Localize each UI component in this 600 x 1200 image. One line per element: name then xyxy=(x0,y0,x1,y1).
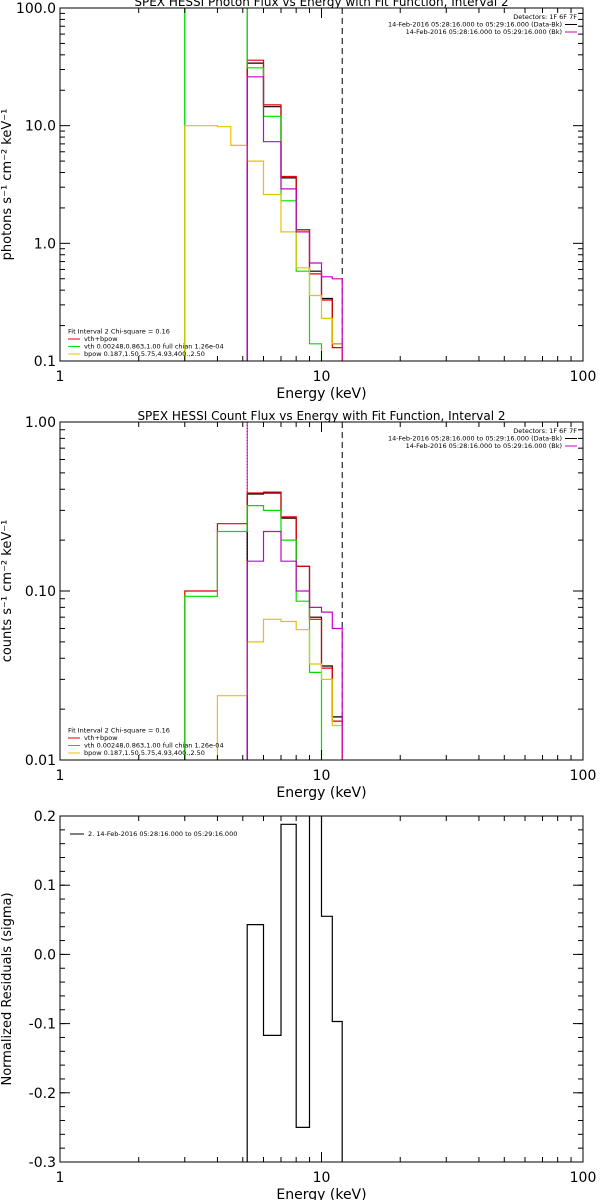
panel-photon: 1 10 100 0.1 1.0 10.0 100.0 SPEX HESSI Photon F… xyxy=(0,0,596,402)
y-tick-label: -0.1 xyxy=(29,1017,56,1033)
series-total xyxy=(184,491,343,760)
y-tick-label: -0.2 xyxy=(29,1086,56,1102)
x-tick-label: 10 xyxy=(313,369,331,385)
series-bpow xyxy=(216,618,343,760)
x-tick-label: 10 xyxy=(313,768,331,784)
legend-entry-text: 14-Feb-2016 05:28:16.000 to 05:29:16.000… xyxy=(406,28,562,36)
legend-bottom-left: Fit Interval 2 Chi-square = 0.16vth+bpow… xyxy=(68,328,224,358)
legend-entry-text: vth 0.00248,0.863,1.00 full chian 1.26e-… xyxy=(84,742,224,750)
legend-entry-text: bpow 0.187,1.50,5.75,4.93,400.,2.50 xyxy=(84,350,205,358)
y-tick-label: 1.0 xyxy=(34,236,56,252)
legend-entry-text: 14-Feb-2016 05:28:16.000 to 05:29:16.000… xyxy=(406,442,562,450)
series-residual xyxy=(246,816,343,1162)
legend-entry-text: vth 0.00248,0.863,1.00 full chian 1.26e-… xyxy=(84,343,224,351)
legend-entry-text: vth+bpow xyxy=(84,734,118,742)
chart-title: SPEX HESSI Photon Flux vs Energy with Fi… xyxy=(134,0,508,9)
y-tick-label: 1.00 xyxy=(25,415,56,431)
y-tick-label: 0.1 xyxy=(34,354,56,370)
legend-entry-text: 14-Feb-2016 05:28:16.000 to 05:29:16.000… xyxy=(388,435,562,443)
legend-entry-text: Detectors: 1F 6F 7F xyxy=(513,13,577,21)
y-tick-label: -0.3 xyxy=(29,1155,56,1171)
series-bpow xyxy=(184,125,343,361)
legend-entry-text: Fit Interval 2 Chi-square = 0.16 xyxy=(68,727,170,735)
y-tick-label: 0.0 xyxy=(34,947,56,963)
series-background xyxy=(246,76,343,361)
series-background xyxy=(246,530,343,760)
x-tick-label: 100 xyxy=(570,768,597,784)
x-tick-label: 1 xyxy=(56,768,65,784)
legend-entry-text: bpow 0.187,1.50,5.75,4.93,400.,2.50 xyxy=(84,749,205,757)
series-total xyxy=(246,59,343,361)
x-axis-label: Energy (keV) xyxy=(276,386,366,402)
data-layer-residuals xyxy=(246,816,343,1162)
legend-bottom-left: Fit Interval 2 Chi-square = 0.16vth+bpow… xyxy=(68,727,224,757)
y-tick-label: 100.0 xyxy=(16,1,56,17)
series-data xyxy=(246,62,343,361)
legend-entry-text: Fit Interval 2 Chi-square = 0.16 xyxy=(68,328,170,336)
y-axis-label: counts s⁻¹ cm⁻² keV⁻¹ xyxy=(0,520,15,663)
x-tick-label: 100 xyxy=(570,369,597,385)
y-tick-label: 0.1 xyxy=(34,878,56,894)
y-tick-label: 0.01 xyxy=(25,753,56,769)
data-layer-count xyxy=(184,422,343,760)
data-layer-photon xyxy=(184,8,343,361)
legend-entry-text: vth+bpow xyxy=(84,335,118,343)
y-tick-label: 10.0 xyxy=(25,119,56,135)
x-axis-label: Energy (keV) xyxy=(276,785,366,801)
y-tick-label: 0.2 xyxy=(34,809,56,825)
x-tick-label: 100 xyxy=(570,1170,597,1186)
panel-count: 1 10 100 0.01 0.10 1.00 SPEX HESSI Count Flux … xyxy=(0,409,596,801)
series-vth xyxy=(184,8,323,361)
x-tick-label: 1 xyxy=(56,369,65,385)
legend-entry-text: Detectors: 1F 6F 7F xyxy=(513,427,577,435)
legend-entry-text: 2. 14-Feb-2016 05:28:16.000 to 05:29:16.… xyxy=(88,830,237,838)
y-tick-label: 0.10 xyxy=(25,584,56,600)
chart-title: SPEX HESSI Count Flux vs Energy with Fit… xyxy=(137,409,505,423)
x-tick-label: 10 xyxy=(313,1170,331,1186)
legend-entry-text: 14-Feb-2016 05:28:16.000 to 05:29:16.000… xyxy=(388,21,562,29)
y-axis-label: photons s⁻¹ cm⁻² keV⁻¹ xyxy=(0,109,15,261)
panel-residuals: 1 10 100 0.2 0.1 0.0 -0.1 -0.2 -0.3 Energy (keV) N… xyxy=(0,809,596,1200)
x-axis-label: Energy (keV) xyxy=(276,1187,366,1200)
legend-top-left: 2. 14-Feb-2016 05:28:16.000 to 05:29:16.… xyxy=(70,830,237,838)
series-vth xyxy=(184,505,323,760)
x-tick-label: 1 xyxy=(56,1170,65,1186)
y-axis-label: Normalized Residuals (sigma) xyxy=(0,892,15,1085)
